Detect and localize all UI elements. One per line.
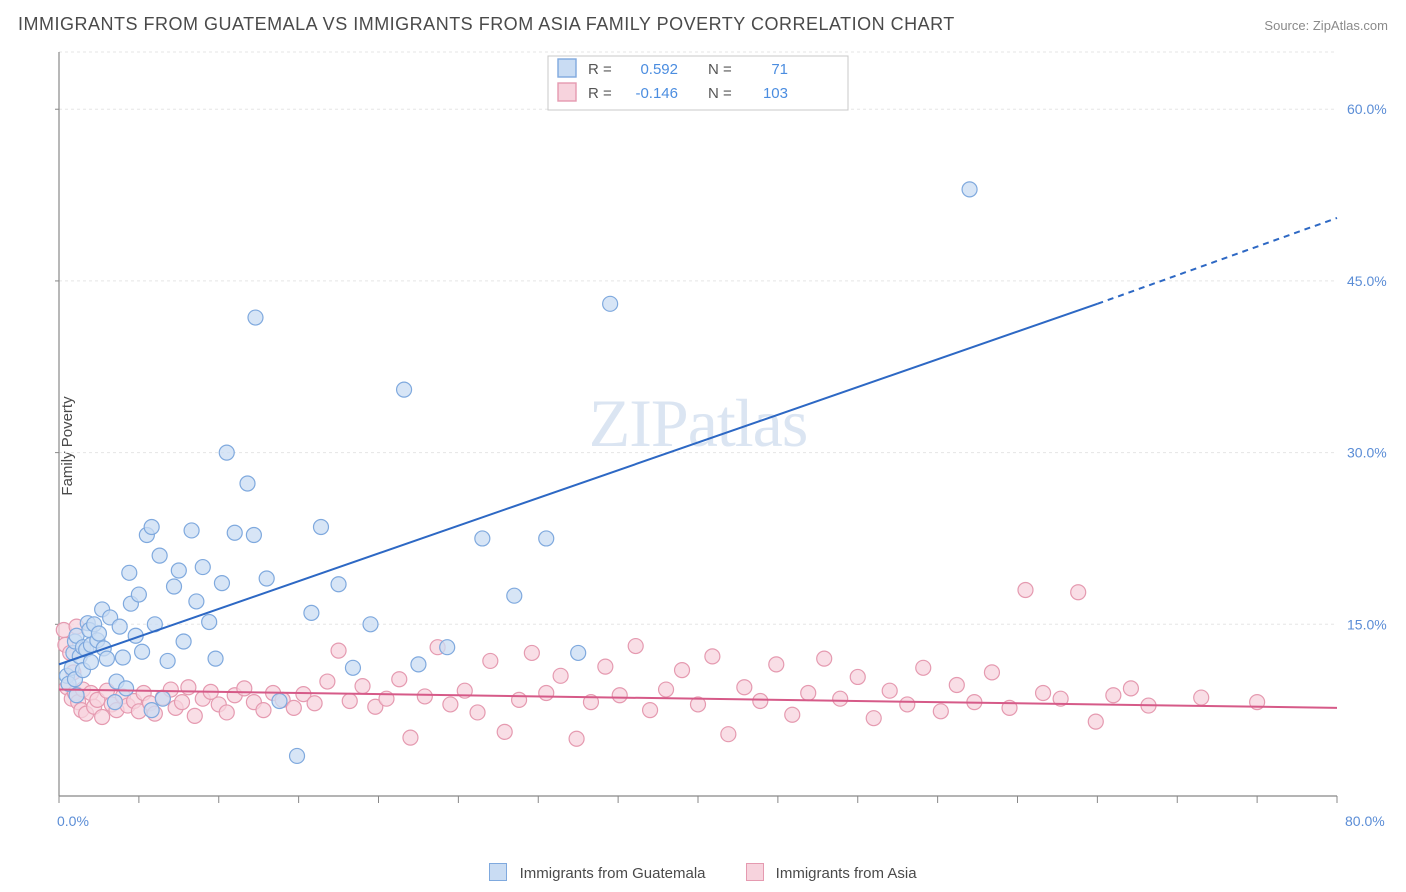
source-value: ZipAtlas.com (1313, 18, 1388, 33)
legend-item-asia: Immigrants from Asia (746, 863, 917, 882)
chart-title: IMMIGRANTS FROM GUATEMALA VS IMMIGRANTS … (18, 14, 955, 35)
svg-text:N =: N = (708, 85, 732, 102)
svg-text:15.0%: 15.0% (1347, 616, 1387, 632)
bottom-legend: Immigrants from Guatemala Immigrants fro… (0, 863, 1406, 882)
legend-swatch-guatemala (489, 863, 507, 881)
legend-label-guatemala: Immigrants from Guatemala (520, 865, 706, 882)
source-label: Source: (1264, 18, 1309, 33)
legend-swatch-asia (746, 863, 764, 881)
svg-text:71: 71 (771, 61, 788, 78)
svg-text:ZIPatlas: ZIPatlas (589, 385, 808, 461)
svg-text:80.0%: 80.0% (1345, 813, 1385, 829)
svg-text:45.0%: 45.0% (1347, 273, 1387, 289)
svg-text:R =: R = (588, 85, 612, 102)
svg-text:N =: N = (708, 61, 732, 78)
chart-area: ZIPatlas 15.0% 30.0% 45.0% 60.0% 0.0% 80.0% R =… (55, 48, 1395, 838)
source-attribution: Source: ZipAtlas.com (1264, 18, 1388, 33)
svg-text:103: 103 (763, 85, 788, 102)
svg-text:0.592: 0.592 (640, 61, 678, 78)
chart-svg: ZIPatlas 15.0% 30.0% 45.0% 60.0% 0.0% 80.0% R =… (55, 48, 1395, 838)
legend-item-guatemala: Immigrants from Guatemala (489, 863, 705, 882)
svg-text:30.0%: 30.0% (1347, 445, 1387, 461)
legend-label-asia: Immigrants from Asia (776, 865, 917, 882)
svg-text:-0.146: -0.146 (635, 85, 678, 102)
header: IMMIGRANTS FROM GUATEMALA VS IMMIGRANTS … (18, 14, 1388, 35)
svg-text:60.0%: 60.0% (1347, 101, 1387, 117)
svg-text:R =: R = (588, 61, 612, 78)
svg-text:0.0%: 0.0% (57, 813, 89, 829)
